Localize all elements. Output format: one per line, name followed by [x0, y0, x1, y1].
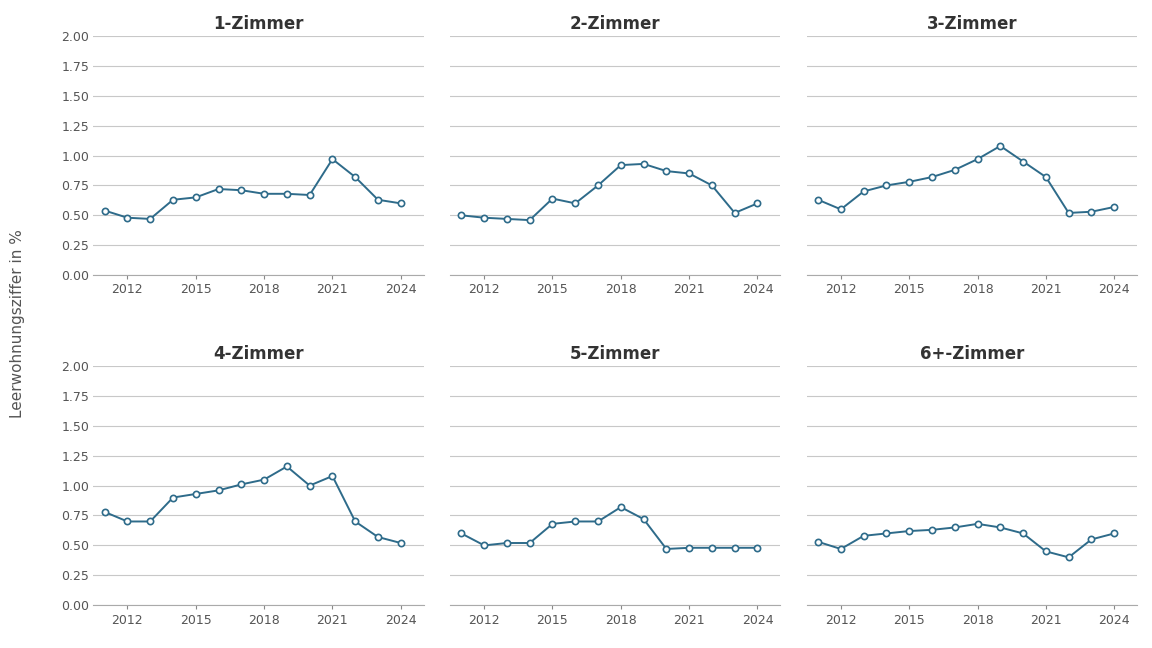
Title: 6+-Zimmer: 6+-Zimmer — [919, 345, 1024, 363]
Text: Leerwohnungsziffer in %: Leerwohnungsziffer in % — [9, 229, 25, 419]
Title: 5-Zimmer: 5-Zimmer — [570, 345, 660, 363]
Title: 1-Zimmer: 1-Zimmer — [213, 15, 304, 33]
Title: 4-Zimmer: 4-Zimmer — [213, 345, 304, 363]
Title: 2-Zimmer: 2-Zimmer — [570, 15, 660, 33]
Title: 3-Zimmer: 3-Zimmer — [926, 15, 1017, 33]
